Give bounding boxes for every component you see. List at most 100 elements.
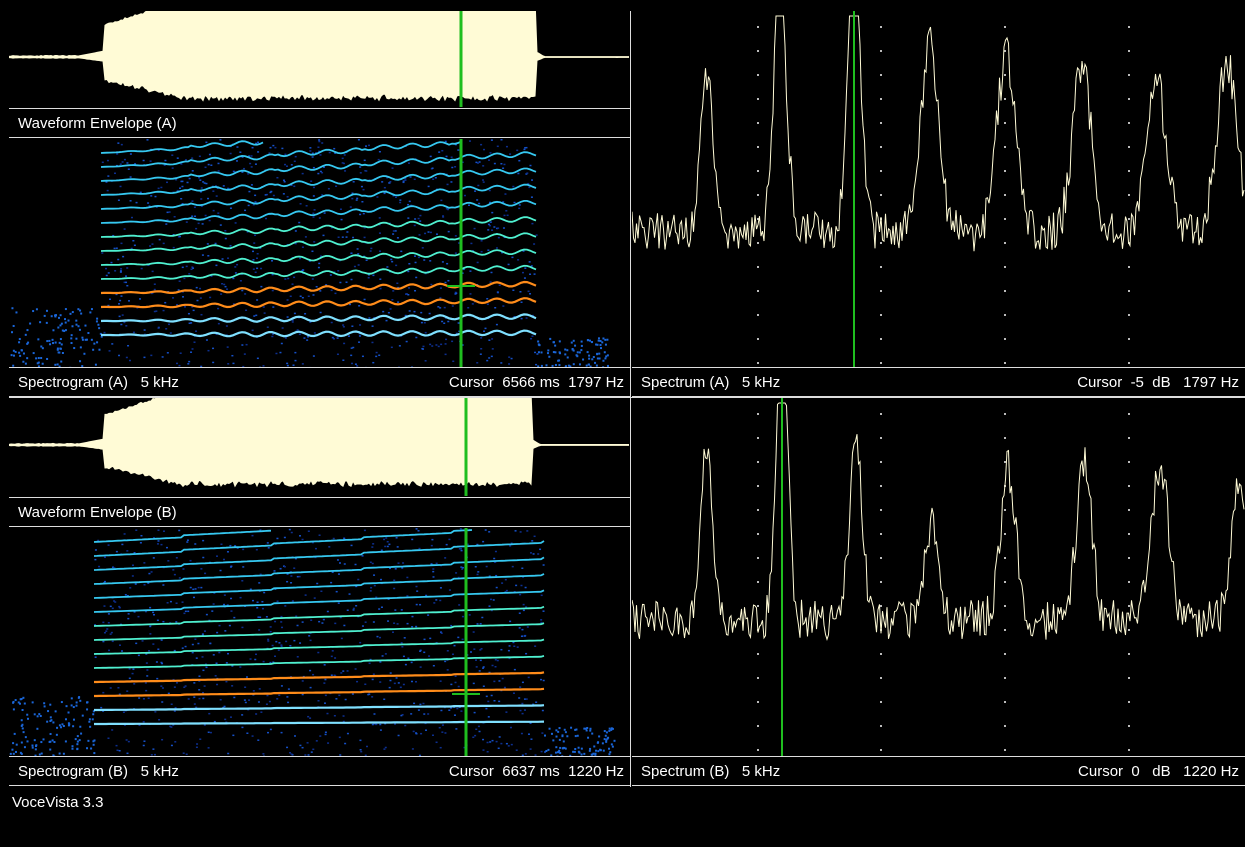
grid-dot — [757, 533, 759, 535]
time-cursor — [465, 528, 468, 756]
spectrogram-a[interactable] — [9, 139, 629, 367]
grid-dot — [1004, 74, 1006, 76]
pane-divider-vertical[interactable] — [630, 11, 631, 787]
grid-dot — [1128, 314, 1130, 316]
spectrum-a-range: 5 kHz — [742, 374, 780, 391]
waveform-envelope-b-label-bar: Waveform Envelope (B) — [9, 497, 630, 527]
grid-dot — [1004, 533, 1006, 535]
grid-dot — [757, 749, 759, 751]
spectrum-a-cursor-label: Cursor — [1077, 374, 1122, 391]
spectrum-b[interactable] — [632, 398, 1245, 756]
grid-dot — [1128, 533, 1130, 535]
grid-dot — [1128, 146, 1130, 148]
time-cursor — [460, 11, 463, 107]
spectrogram-a-label: Spectrogram (A) — [18, 374, 128, 391]
spectrogram-b[interactable] — [9, 528, 629, 756]
grid-dot — [1128, 653, 1130, 655]
grid-dot — [757, 50, 759, 52]
time-cursor — [465, 398, 468, 496]
grid-dot — [880, 605, 882, 607]
grid-dot — [1004, 122, 1006, 124]
grid-dot — [880, 557, 882, 559]
grid-dot — [1128, 461, 1130, 463]
spectrum-a-db-unit: dB — [1152, 374, 1170, 391]
grid-dot — [880, 701, 882, 703]
spectrogram-a-range: 5 kHz — [141, 374, 179, 391]
grid-dot — [1004, 290, 1006, 292]
spectrum-b-status-bar: Spectrum (B) 5 kHz Cursor 0 dB 1220 Hz — [632, 756, 1245, 786]
grid-dot — [1004, 725, 1006, 727]
grid-dot — [880, 242, 882, 244]
frequency-cursor — [452, 693, 480, 695]
grid-dot — [757, 437, 759, 439]
spectrum-a-status-bar: Spectrum (A) 5 kHz Cursor -5 dB 1797 Hz — [632, 367, 1245, 397]
spectrogram-b-cursor-label: Cursor — [449, 763, 494, 780]
spectrum-b-label: Spectrum (B) — [641, 763, 729, 780]
spectrogram-b-status-bar: Spectrogram (B) 5 kHz Cursor 6637 ms 122… — [9, 756, 630, 786]
envelope-b-plot — [9, 398, 629, 496]
grid-dot — [1128, 509, 1130, 511]
grid-dot — [880, 194, 882, 196]
grid-dot — [1128, 362, 1130, 364]
spectrogram-a-cursor-freq: 1797 Hz — [568, 374, 624, 391]
frequency-cursor — [447, 285, 475, 287]
grid-dot — [1004, 338, 1006, 340]
waveform-envelope-b-label: Waveform Envelope (B) — [18, 498, 177, 528]
grid-dot — [1004, 146, 1006, 148]
waveform-envelope-a-label: Waveform Envelope (A) — [18, 109, 177, 139]
grid-dot — [1004, 413, 1006, 415]
grid-dot — [880, 26, 882, 28]
spectrum-b-range: 5 kHz — [742, 763, 780, 780]
spectrum-a-plot — [632, 11, 1245, 367]
grid-dot — [1128, 122, 1130, 124]
grid-dot — [757, 461, 759, 463]
grid-dot — [757, 146, 759, 148]
grid-dot — [880, 50, 882, 52]
grid-dot — [880, 266, 882, 268]
grid-dot — [1004, 581, 1006, 583]
grid-dot — [757, 509, 759, 511]
waveform-envelope-a[interactable] — [9, 11, 629, 107]
spectrum-a-cursor-freq: 1797 Hz — [1183, 374, 1239, 391]
grid-dot — [1004, 653, 1006, 655]
spectrum-b-plot — [632, 398, 1245, 756]
time-cursor — [460, 139, 463, 367]
spectrum-b-cursor-label: Cursor — [1078, 763, 1123, 780]
waveform-envelope-b[interactable] — [9, 398, 629, 496]
grid-dot — [880, 146, 882, 148]
spectrum-a[interactable] — [632, 11, 1245, 367]
spectrogram-b-cursor-freq: 1220 Hz — [568, 763, 624, 780]
grid-dot — [880, 725, 882, 727]
grid-dot — [757, 98, 759, 100]
grid-dot — [1128, 98, 1130, 100]
grid-dot — [1128, 701, 1130, 703]
envelope-shape — [9, 11, 629, 101]
grid-dot — [880, 338, 882, 340]
grid-dot — [1004, 170, 1006, 172]
grid-dot — [757, 26, 759, 28]
grid-dot — [1128, 26, 1130, 28]
spectrogram-a-plot — [9, 139, 629, 367]
grid-dot — [1004, 194, 1006, 196]
grid-dot — [880, 437, 882, 439]
grid-dot — [757, 194, 759, 196]
grid-dot — [757, 290, 759, 292]
grid-dot — [880, 509, 882, 511]
grid-dot — [757, 413, 759, 415]
grid-dot — [757, 557, 759, 559]
grid-dot — [757, 338, 759, 340]
grid-dot — [1004, 605, 1006, 607]
grid-dot — [757, 314, 759, 316]
grid-dot — [1004, 314, 1006, 316]
grid-dot — [1128, 605, 1130, 607]
grid-dot — [1128, 290, 1130, 292]
grid-dot — [1128, 266, 1130, 268]
grid-dot — [757, 653, 759, 655]
spectrum-a-label: Spectrum (A) — [641, 374, 729, 391]
pane-divider-horizontal[interactable] — [9, 397, 1245, 398]
grid-dot — [1004, 461, 1006, 463]
spectrum-line — [632, 403, 1244, 640]
grid-dot — [1128, 170, 1130, 172]
grid-dot — [1128, 485, 1130, 487]
envelope-a-plot — [9, 11, 629, 107]
